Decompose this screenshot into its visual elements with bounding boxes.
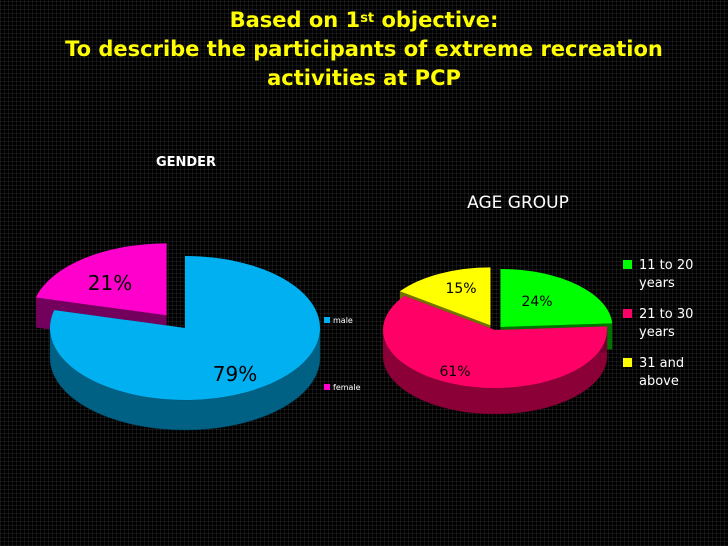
title-line-2: To describe the participants of extreme … [65,37,663,61]
legend-label-31-above-line1: 31 and [639,356,684,371]
legend-label-21-30-line1: 21 to 30 [639,307,693,322]
legend-label-31-above-line2: above [639,374,679,389]
legend-swatch-female [324,384,330,390]
pie-top-31-and-above [399,267,491,326]
age-label-21-30: 61% [439,364,470,380]
gender-label-female: 21% [88,271,132,295]
gender-pie-chart: GENDER 79% 21% male female [35,155,361,431]
age-label-11-20: 24% [521,294,552,310]
pie-top-21-to-30-years [382,295,607,388]
legend-label-11-20-line2: years [639,276,675,291]
legend-swatch-male [324,317,330,323]
legend-swatch-11-20 [623,260,632,269]
slide-title: Based on 1st objective: To describe the … [0,6,728,93]
age-label-31-above: 15% [445,281,476,297]
pie-slice-21-to-30-years [382,295,608,415]
title-line-1: Based on 1st objective: [229,8,499,32]
age-group-pie-chart: AGE GROUP 24% 61% 15% 11 to 20 years 21 … [382,193,693,415]
legend-swatch-21-30 [623,309,632,318]
pie-top-male [49,256,320,400]
pie-top-11-to-20-years [500,268,613,327]
legend-label-21-30-line2: years [639,325,675,340]
legend-label-female: female [333,383,361,392]
gender-chart-title: GENDER [156,155,216,170]
pie-top-female [35,243,167,316]
age-legend: 11 to 20 years 21 to 30 years 31 and abo… [623,258,693,389]
gender-slices [35,243,321,431]
legend-swatch-31-above [623,358,632,367]
gender-legend: male female [324,316,361,392]
title-line-3: activities at PCP [267,66,461,90]
legend-label-11-20-line1: 11 to 20 [639,258,693,273]
legend-label-male: male [333,316,353,325]
age-chart-title: AGE GROUP [467,193,569,213]
gender-label-male: 79% [213,362,257,386]
pie-slice-male [49,256,321,431]
age-slices [382,267,613,415]
